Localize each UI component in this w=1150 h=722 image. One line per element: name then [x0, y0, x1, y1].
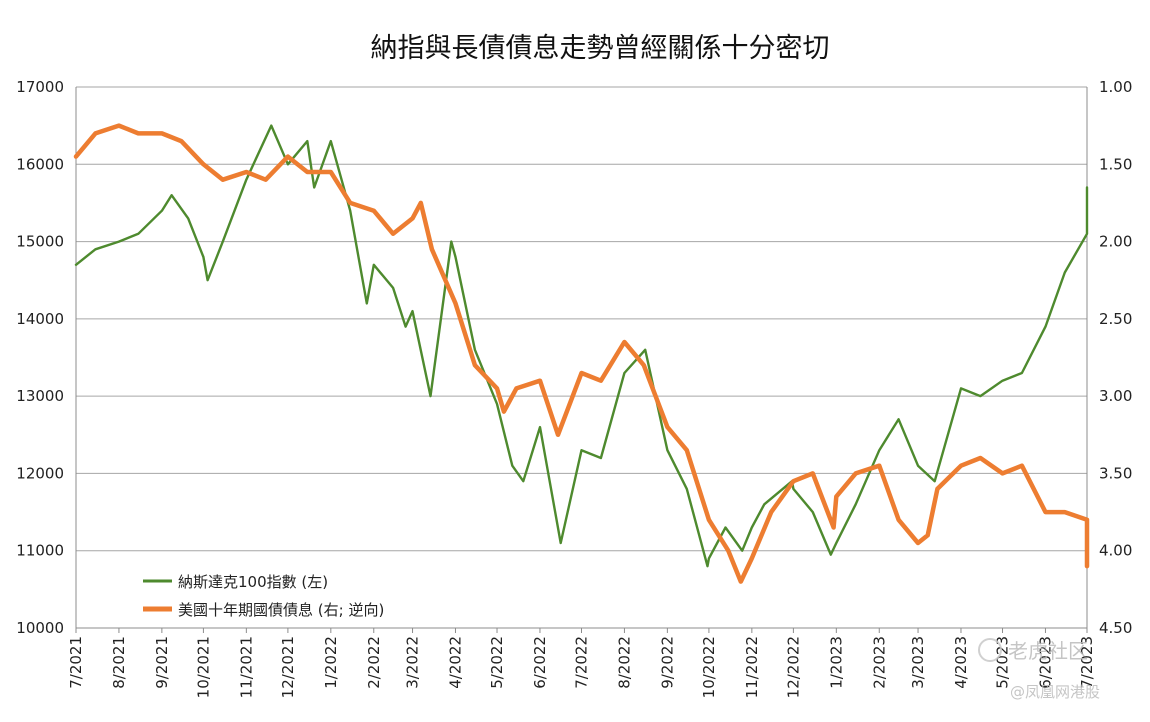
y-left-tick-label: 10000	[16, 619, 64, 637]
legend-label-nasdaq: 納斯達克100指數 (左)	[178, 573, 328, 591]
x-tick-label: 5/2022	[488, 636, 506, 689]
y-right-tick-label: 2.00	[1099, 233, 1132, 251]
x-tick-label: 12/2021	[279, 636, 297, 698]
x-tick-label: 9/2021	[153, 636, 171, 689]
x-tick-label: 8/2021	[110, 636, 128, 689]
chart-title: 納指與長債債息走勢曾經關係十分密切	[371, 33, 830, 64]
x-tick-label: 5/2023	[994, 636, 1012, 689]
x-tick-label: 10/2022	[700, 636, 718, 698]
watermark-site: 老虎社区	[1008, 639, 1088, 663]
series-line-nasdaq	[74, 124, 1089, 568]
y-right-tick-label: 3.50	[1099, 464, 1132, 482]
y-left-tick-label: 16000	[16, 155, 64, 173]
y-left-tick-label: 11000	[16, 542, 64, 560]
x-tick-label: 1/2022	[322, 636, 340, 689]
x-tick-label: 10/2021	[194, 636, 212, 698]
y-right-tick-label: 4.00	[1099, 542, 1132, 560]
x-tick-label: 12/2022	[784, 636, 802, 698]
x-tick-label: 8/2022	[615, 636, 633, 689]
y-left-tick-label: 14000	[16, 310, 64, 328]
series-layer	[73, 123, 1090, 584]
y-right-tick-label: 1.00	[1099, 78, 1132, 96]
x-tick-label: 6/2023	[1036, 636, 1054, 689]
x-tick-label: 2/2022	[365, 636, 383, 689]
x-tick-label: 11/2022	[743, 636, 761, 698]
x-tick-label: 2/2023	[870, 636, 888, 689]
y-left-tick-label: 17000	[16, 78, 64, 96]
x-tick-label: 7/2023	[1078, 636, 1096, 689]
y-right-tick-label: 4.50	[1099, 619, 1132, 637]
x-tick-label: 3/2022	[404, 636, 422, 689]
y-left-tick-label: 13000	[16, 387, 64, 405]
watermark-logo-icon	[978, 638, 1002, 662]
series-line-treasury-yield	[73, 123, 1090, 584]
watermark: 老虎社区 @凤凰网港股	[978, 638, 1100, 701]
axes: 10000 11000 12000 13000 14000 15000 16000 17000…	[16, 78, 1132, 698]
y-left-tick-label: 15000	[16, 233, 64, 251]
x-tick-label: 11/2021	[237, 636, 255, 698]
x-tick-label: 4/2022	[446, 636, 464, 689]
y-left-tick-label: 12000	[16, 464, 64, 482]
y-right-tick-label: 1.50	[1099, 155, 1132, 173]
y-right-tick-label: 3.00	[1099, 387, 1132, 405]
x-tick-label: 1/2023	[827, 636, 845, 689]
x-tick-label: 4/2023	[952, 636, 970, 689]
x-tick-label: 7/2022	[573, 636, 591, 689]
x-tick-label: 3/2023	[909, 636, 927, 689]
x-tick-label: 7/2021	[67, 636, 85, 689]
legend: 納斯達克100指數 (左) 美國十年期國債債息 (右; 逆向)	[143, 573, 384, 619]
legend-label-treasury: 美國十年期國債債息 (右; 逆向)	[178, 601, 384, 619]
x-tick-label: 6/2022	[531, 636, 549, 689]
watermark-source: @凤凰网港股	[1010, 683, 1100, 701]
gridlines	[76, 86, 1087, 629]
x-tick-label: 9/2022	[658, 636, 676, 689]
y-right-tick-label: 2.50	[1099, 310, 1132, 328]
